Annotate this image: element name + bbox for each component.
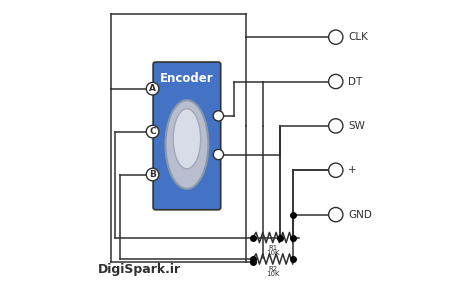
Ellipse shape [165, 100, 209, 189]
Text: 10K: 10K [266, 271, 280, 277]
Text: R1: R1 [268, 245, 277, 251]
Text: 10K: 10K [266, 249, 280, 255]
Text: Encoder: Encoder [160, 72, 214, 85]
Circle shape [213, 149, 224, 160]
Text: DigiSpark.ir: DigiSpark.ir [98, 263, 182, 276]
Text: GND: GND [348, 210, 372, 220]
FancyBboxPatch shape [153, 62, 221, 210]
Circle shape [146, 82, 159, 95]
Circle shape [328, 163, 343, 177]
Circle shape [146, 168, 159, 181]
Text: R2: R2 [268, 266, 277, 272]
Circle shape [328, 208, 343, 222]
Circle shape [328, 30, 343, 44]
Text: A: A [149, 84, 156, 93]
Text: CLK: CLK [348, 32, 368, 42]
Text: B: B [149, 170, 156, 179]
Text: +: + [348, 165, 356, 175]
Circle shape [328, 119, 343, 133]
Text: SW: SW [348, 121, 365, 131]
Circle shape [146, 125, 159, 138]
Text: DT: DT [348, 77, 362, 86]
Ellipse shape [173, 109, 201, 169]
Circle shape [328, 74, 343, 89]
Text: C: C [149, 127, 156, 136]
Circle shape [213, 111, 224, 121]
